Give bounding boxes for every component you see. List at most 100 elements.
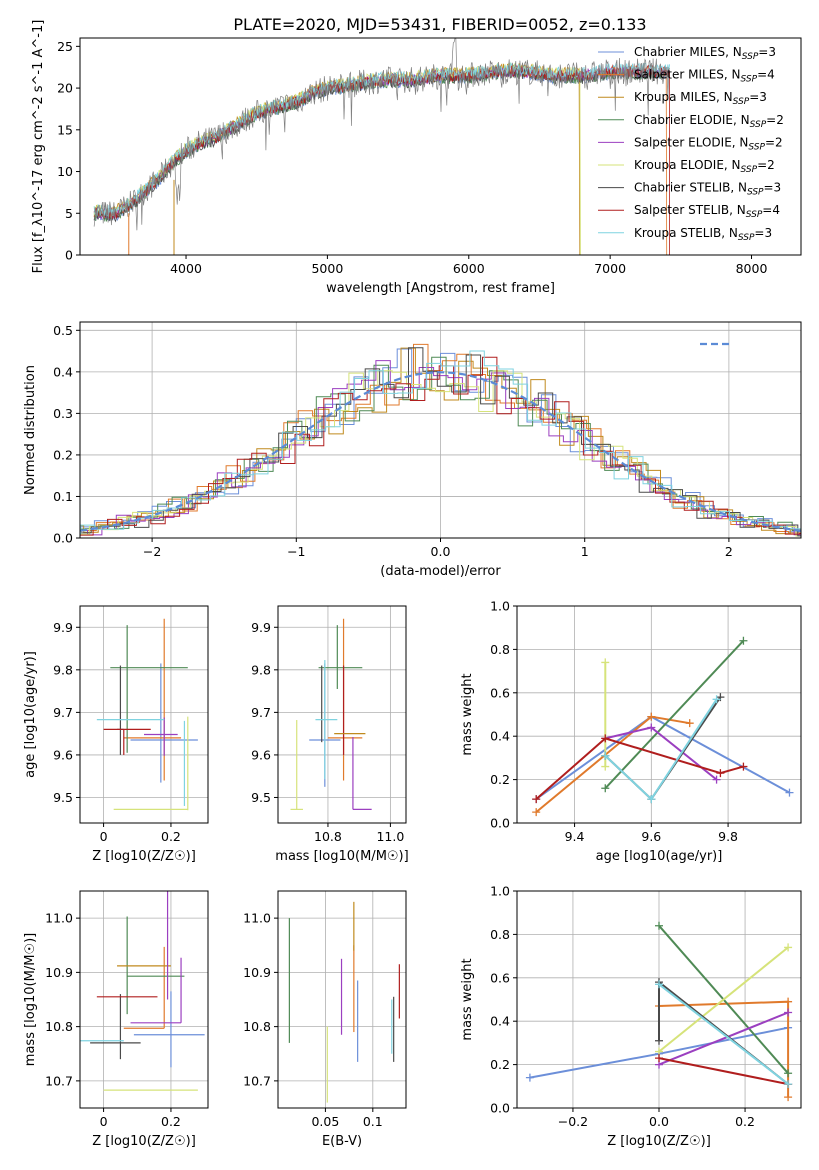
x-tick-label: 9.6 bbox=[641, 829, 661, 844]
mass-weight-marker bbox=[685, 719, 694, 728]
y-tick-label: 15 bbox=[57, 122, 73, 137]
y-tick-label: 11.0 bbox=[243, 911, 271, 926]
y-tick-label: 10.7 bbox=[243, 1073, 271, 1088]
mass-weight-marker bbox=[784, 1093, 793, 1102]
y-tick-label: 0.4 bbox=[490, 1014, 510, 1029]
mass-weight-marker bbox=[739, 762, 748, 771]
mass-weight-marker bbox=[601, 762, 610, 771]
axes-frame bbox=[516, 890, 802, 1109]
residuals-panel: −2 −1 0.0 1 2 0.0 0.1 0.2 0.3 0.4 0.5 (data-model)/… bbox=[23, 321, 802, 579]
y-tick-label: 20 bbox=[57, 81, 73, 96]
legend-entry: Salpeter STELIB, NSSP=4 bbox=[634, 203, 780, 220]
model-spectrum-line bbox=[93, 61, 670, 218]
x-tick-label: 1 bbox=[581, 544, 589, 559]
y-tick-label: 9.9 bbox=[53, 620, 73, 635]
x-tick-label: 0.0 bbox=[649, 1114, 669, 1129]
axes-frame bbox=[277, 890, 407, 1109]
panels: 4000 5000 6000 7000 80000510152025wavelength… bbox=[23, 20, 802, 1149]
mass-weight-marker bbox=[784, 997, 793, 1006]
x-tick-label: −0.2 bbox=[558, 1114, 588, 1129]
x-axis-label: wavelength [Angstrom, rest frame] bbox=[326, 281, 555, 296]
mass-weight-marker bbox=[712, 695, 721, 704]
y-tick-label: 25 bbox=[57, 39, 73, 54]
residuals-plot-area bbox=[80, 343, 801, 537]
age_vs_mass-plot-area bbox=[290, 618, 372, 810]
age_vs_Z-panel: 0 0.2 9.5 9.6 9.7 9.8 9.9 Z [log10(Z/Z☉)] age [l… bbox=[23, 605, 209, 864]
weight_vs_Z-panel: −0.2 0.0 0.2 0.0 0.2 0.4 0.6 0.8 1.0 Z [log10(Z/Z… bbox=[460, 884, 802, 1149]
x-tick-label: 9.4 bbox=[565, 829, 585, 844]
y-tick-label: 10.9 bbox=[243, 965, 271, 980]
x-tick-label: 10.8 bbox=[314, 829, 342, 844]
y-tick-label: 0.4 bbox=[53, 364, 73, 379]
model-spectrum-line bbox=[93, 64, 670, 220]
mass-weight-line bbox=[604, 640, 745, 789]
figure-title: PLATE=2020, MJD=53431, FIBERID=0052, z=0… bbox=[233, 15, 646, 34]
y-tick-label: 0.2 bbox=[490, 1057, 510, 1072]
axes-frame bbox=[277, 605, 407, 824]
x-axis-label: Z [log10(Z/Z☉)] bbox=[92, 849, 196, 864]
age_vs_mass-panel: 10.8 11.0 9.5 9.6 9.7 9.8 9.9 mass [log10(M/M☉)… bbox=[251, 605, 409, 864]
x-tick-label: −1 bbox=[287, 544, 305, 559]
y-tick-label: 0.8 bbox=[490, 927, 510, 942]
y-tick-label: 9.5 bbox=[251, 790, 271, 805]
y-tick-label: 0.8 bbox=[490, 642, 510, 657]
mass-weight-marker bbox=[647, 795, 656, 804]
mass-weight-marker bbox=[532, 795, 541, 804]
y-tick-label: 9.9 bbox=[251, 620, 271, 635]
legend-entry: Kroupa STELIB, NSSP=3 bbox=[634, 226, 772, 243]
mass-weight-line bbox=[604, 696, 722, 801]
mass-weight-marker bbox=[655, 1036, 663, 1045]
x-tick-label: 0.0 bbox=[431, 544, 451, 559]
model-spectrum-line bbox=[93, 62, 581, 255]
residual-histogram bbox=[80, 348, 801, 534]
y-tick-label: 1.0 bbox=[490, 599, 510, 614]
model-spectrum-line bbox=[93, 67, 670, 222]
mass-weight-line bbox=[658, 1057, 789, 1086]
mass-weight-marker bbox=[655, 921, 663, 930]
y-tick-label: 0 bbox=[65, 248, 73, 263]
axes-frame bbox=[79, 321, 802, 539]
legend-entry: Chabrier MILES, NSSP=3 bbox=[634, 45, 776, 62]
x-tick-label: 0.2 bbox=[735, 1114, 755, 1129]
residual-histogram bbox=[80, 347, 801, 535]
x-tick-label: 0.05 bbox=[311, 1114, 339, 1129]
x-tick-label: 7000 bbox=[594, 261, 626, 276]
y-tick-label: 0.0 bbox=[490, 816, 510, 831]
x-axis-label: (data-model)/error bbox=[380, 564, 501, 579]
y-tick-label: 9.6 bbox=[251, 747, 271, 762]
y-tick-label: 0.6 bbox=[490, 685, 510, 700]
weight_vs_Z-plot-area bbox=[525, 921, 793, 1102]
age_vs_Z-plot-area bbox=[96, 618, 198, 811]
y-tick-label: 10.8 bbox=[45, 1019, 73, 1034]
mass-weight-marker bbox=[525, 1073, 534, 1082]
mass-weight-line bbox=[604, 698, 718, 801]
legend-entry: Chabrier STELIB, NSSP=3 bbox=[634, 181, 781, 198]
mass_vs_ebv-panel: 0.05 0.1 10.7 10.8 10.9 11.0 E(B-V) bbox=[243, 890, 407, 1149]
legend-entry: Kroupa MILES, NSSP=3 bbox=[634, 90, 767, 107]
mass-weight-marker bbox=[601, 734, 610, 743]
y-tick-label: 9.8 bbox=[53, 662, 73, 677]
x-axis-label: age [log10(age/yr)] bbox=[596, 849, 723, 864]
x-tick-label: 0.2 bbox=[161, 829, 181, 844]
y-tick-label: 0.2 bbox=[53, 447, 73, 462]
y-axis-label: mass weight bbox=[460, 958, 475, 1040]
mass-weight-line bbox=[658, 983, 789, 1085]
mass-weight-marker bbox=[655, 1054, 663, 1063]
mass-weight-marker bbox=[716, 769, 725, 778]
x-tick-label: 0 bbox=[100, 1114, 108, 1129]
x-tick-label: 2 bbox=[725, 544, 733, 559]
y-tick-label: 10.8 bbox=[243, 1019, 271, 1034]
mass-weight-marker bbox=[532, 808, 541, 817]
mass-weight-line bbox=[535, 737, 744, 800]
y-tick-label: 9.7 bbox=[53, 705, 73, 720]
y-tick-label: 0.4 bbox=[490, 729, 510, 744]
x-tick-label: 5000 bbox=[311, 261, 343, 276]
x-axis-label: E(B-V) bbox=[322, 1134, 362, 1149]
y-tick-label: 0.1 bbox=[53, 489, 73, 504]
x-tick-label: 8000 bbox=[736, 261, 768, 276]
spectrum-plot-area bbox=[93, 38, 670, 255]
weight_vs_age-panel: 9.4 9.6 9.8 0.0 0.2 0.4 0.6 0.8 1.0 age [log10(ag… bbox=[460, 599, 802, 864]
x-axis-label: mass [log10(M/M☉)] bbox=[275, 849, 408, 864]
y-tick-label: 9.5 bbox=[53, 790, 73, 805]
